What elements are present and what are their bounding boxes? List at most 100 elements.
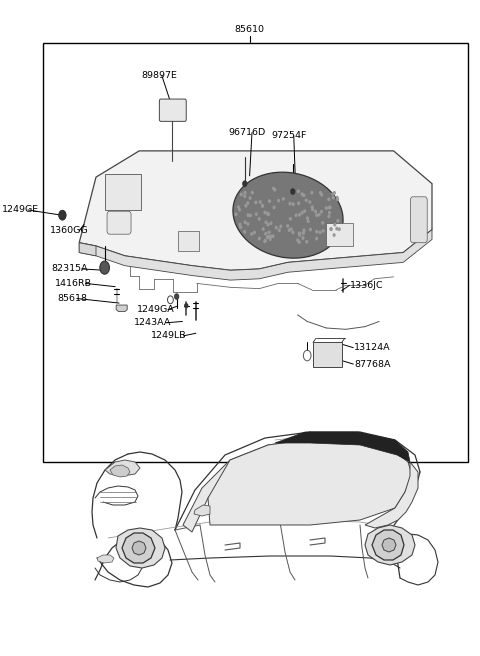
Circle shape — [252, 192, 253, 194]
Circle shape — [244, 231, 245, 233]
Circle shape — [267, 224, 269, 226]
Circle shape — [299, 232, 300, 234]
Bar — [326, 223, 353, 246]
Circle shape — [297, 239, 299, 241]
Circle shape — [262, 205, 264, 207]
Circle shape — [268, 231, 270, 234]
Circle shape — [269, 200, 270, 202]
Text: 1243AA: 1243AA — [133, 318, 171, 327]
Circle shape — [287, 225, 288, 227]
Bar — [105, 174, 141, 210]
Circle shape — [316, 230, 318, 233]
Circle shape — [309, 201, 311, 203]
Circle shape — [100, 261, 109, 274]
Circle shape — [322, 222, 324, 224]
Circle shape — [262, 205, 264, 207]
Circle shape — [321, 211, 323, 213]
Text: 1360GG: 1360GG — [50, 226, 89, 236]
Circle shape — [298, 190, 299, 192]
Circle shape — [249, 197, 251, 199]
Circle shape — [315, 210, 316, 213]
Text: 1249GA: 1249GA — [137, 305, 175, 314]
Circle shape — [247, 214, 249, 216]
Circle shape — [253, 232, 255, 234]
Circle shape — [288, 229, 290, 232]
Circle shape — [292, 231, 294, 234]
Circle shape — [267, 213, 269, 216]
Circle shape — [302, 232, 304, 234]
Circle shape — [265, 232, 267, 235]
Circle shape — [268, 236, 270, 237]
Circle shape — [312, 206, 313, 209]
Polygon shape — [105, 460, 140, 476]
Polygon shape — [365, 462, 418, 528]
Circle shape — [292, 203, 294, 205]
Circle shape — [301, 212, 303, 214]
Circle shape — [302, 232, 304, 234]
Circle shape — [290, 228, 292, 230]
Circle shape — [334, 192, 335, 194]
Circle shape — [320, 192, 321, 194]
Polygon shape — [372, 530, 404, 560]
Circle shape — [302, 237, 304, 239]
Circle shape — [239, 224, 241, 226]
Circle shape — [59, 211, 66, 220]
Circle shape — [250, 215, 252, 216]
Circle shape — [295, 214, 297, 216]
Circle shape — [238, 206, 240, 209]
Circle shape — [259, 237, 260, 239]
Circle shape — [244, 195, 246, 197]
Circle shape — [264, 240, 266, 243]
Circle shape — [264, 211, 266, 214]
Circle shape — [245, 205, 247, 207]
Text: 1249GE: 1249GE — [2, 205, 39, 215]
Text: 96716D: 96716D — [228, 128, 265, 137]
Circle shape — [301, 193, 303, 195]
Circle shape — [265, 221, 267, 224]
Circle shape — [328, 215, 330, 218]
FancyBboxPatch shape — [159, 99, 186, 121]
Polygon shape — [79, 243, 96, 256]
Circle shape — [277, 199, 279, 202]
Circle shape — [337, 220, 339, 222]
Polygon shape — [208, 440, 412, 525]
Circle shape — [251, 233, 252, 236]
Polygon shape — [132, 541, 146, 555]
Circle shape — [240, 226, 241, 228]
Circle shape — [244, 221, 246, 224]
Circle shape — [59, 211, 66, 220]
Circle shape — [298, 202, 300, 205]
Polygon shape — [116, 528, 165, 568]
Circle shape — [278, 229, 280, 232]
Circle shape — [255, 201, 257, 203]
Circle shape — [244, 192, 246, 194]
Circle shape — [270, 222, 272, 224]
Circle shape — [289, 202, 291, 205]
Circle shape — [311, 192, 313, 194]
Text: 87768A: 87768A — [354, 359, 391, 369]
Circle shape — [334, 224, 336, 226]
Circle shape — [325, 207, 327, 209]
Text: 1249LB: 1249LB — [151, 331, 187, 340]
Circle shape — [263, 228, 264, 230]
Circle shape — [330, 228, 332, 230]
Circle shape — [283, 197, 284, 200]
Circle shape — [259, 201, 261, 203]
FancyBboxPatch shape — [107, 211, 131, 234]
Circle shape — [318, 213, 320, 216]
Circle shape — [328, 207, 330, 209]
Circle shape — [270, 236, 272, 237]
Circle shape — [258, 218, 260, 220]
Polygon shape — [79, 230, 432, 280]
Polygon shape — [110, 465, 130, 477]
Circle shape — [247, 202, 249, 204]
Circle shape — [330, 228, 332, 230]
Circle shape — [243, 181, 247, 186]
Circle shape — [240, 194, 242, 195]
Circle shape — [307, 220, 309, 222]
Circle shape — [333, 197, 334, 199]
Circle shape — [175, 294, 179, 299]
Text: 1336JC: 1336JC — [350, 281, 384, 290]
Circle shape — [273, 188, 275, 190]
Circle shape — [273, 206, 275, 209]
